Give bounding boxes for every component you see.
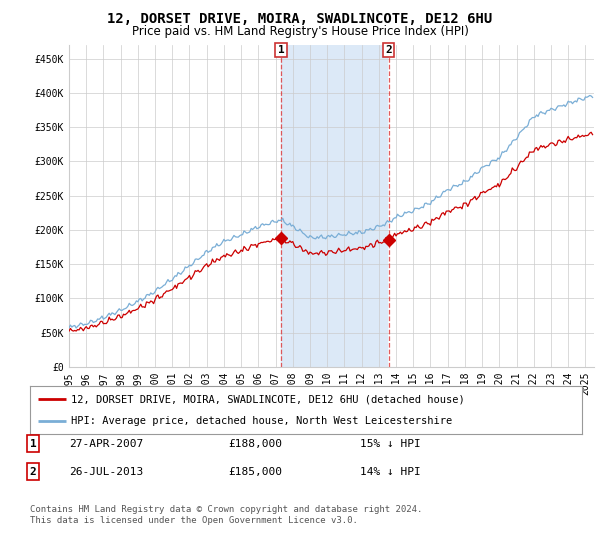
Text: £185,000: £185,000: [228, 466, 282, 477]
Text: 1: 1: [29, 438, 37, 449]
Text: 2: 2: [29, 466, 37, 477]
Text: 12, DORSET DRIVE, MOIRA, SWADLINCOTE, DE12 6HU (detached house): 12, DORSET DRIVE, MOIRA, SWADLINCOTE, DE…: [71, 394, 465, 404]
Text: HPI: Average price, detached house, North West Leicestershire: HPI: Average price, detached house, Nort…: [71, 416, 452, 426]
Text: Price paid vs. HM Land Registry's House Price Index (HPI): Price paid vs. HM Land Registry's House …: [131, 25, 469, 38]
Text: 1: 1: [278, 45, 284, 55]
Text: 12, DORSET DRIVE, MOIRA, SWADLINCOTE, DE12 6HU: 12, DORSET DRIVE, MOIRA, SWADLINCOTE, DE…: [107, 12, 493, 26]
Text: Contains HM Land Registry data © Crown copyright and database right 2024.
This d: Contains HM Land Registry data © Crown c…: [30, 505, 422, 525]
Text: 2: 2: [385, 45, 392, 55]
Text: 15% ↓ HPI: 15% ↓ HPI: [360, 438, 421, 449]
Text: 26-JUL-2013: 26-JUL-2013: [69, 466, 143, 477]
Text: 27-APR-2007: 27-APR-2007: [69, 438, 143, 449]
Text: 14% ↓ HPI: 14% ↓ HPI: [360, 466, 421, 477]
Text: £188,000: £188,000: [228, 438, 282, 449]
